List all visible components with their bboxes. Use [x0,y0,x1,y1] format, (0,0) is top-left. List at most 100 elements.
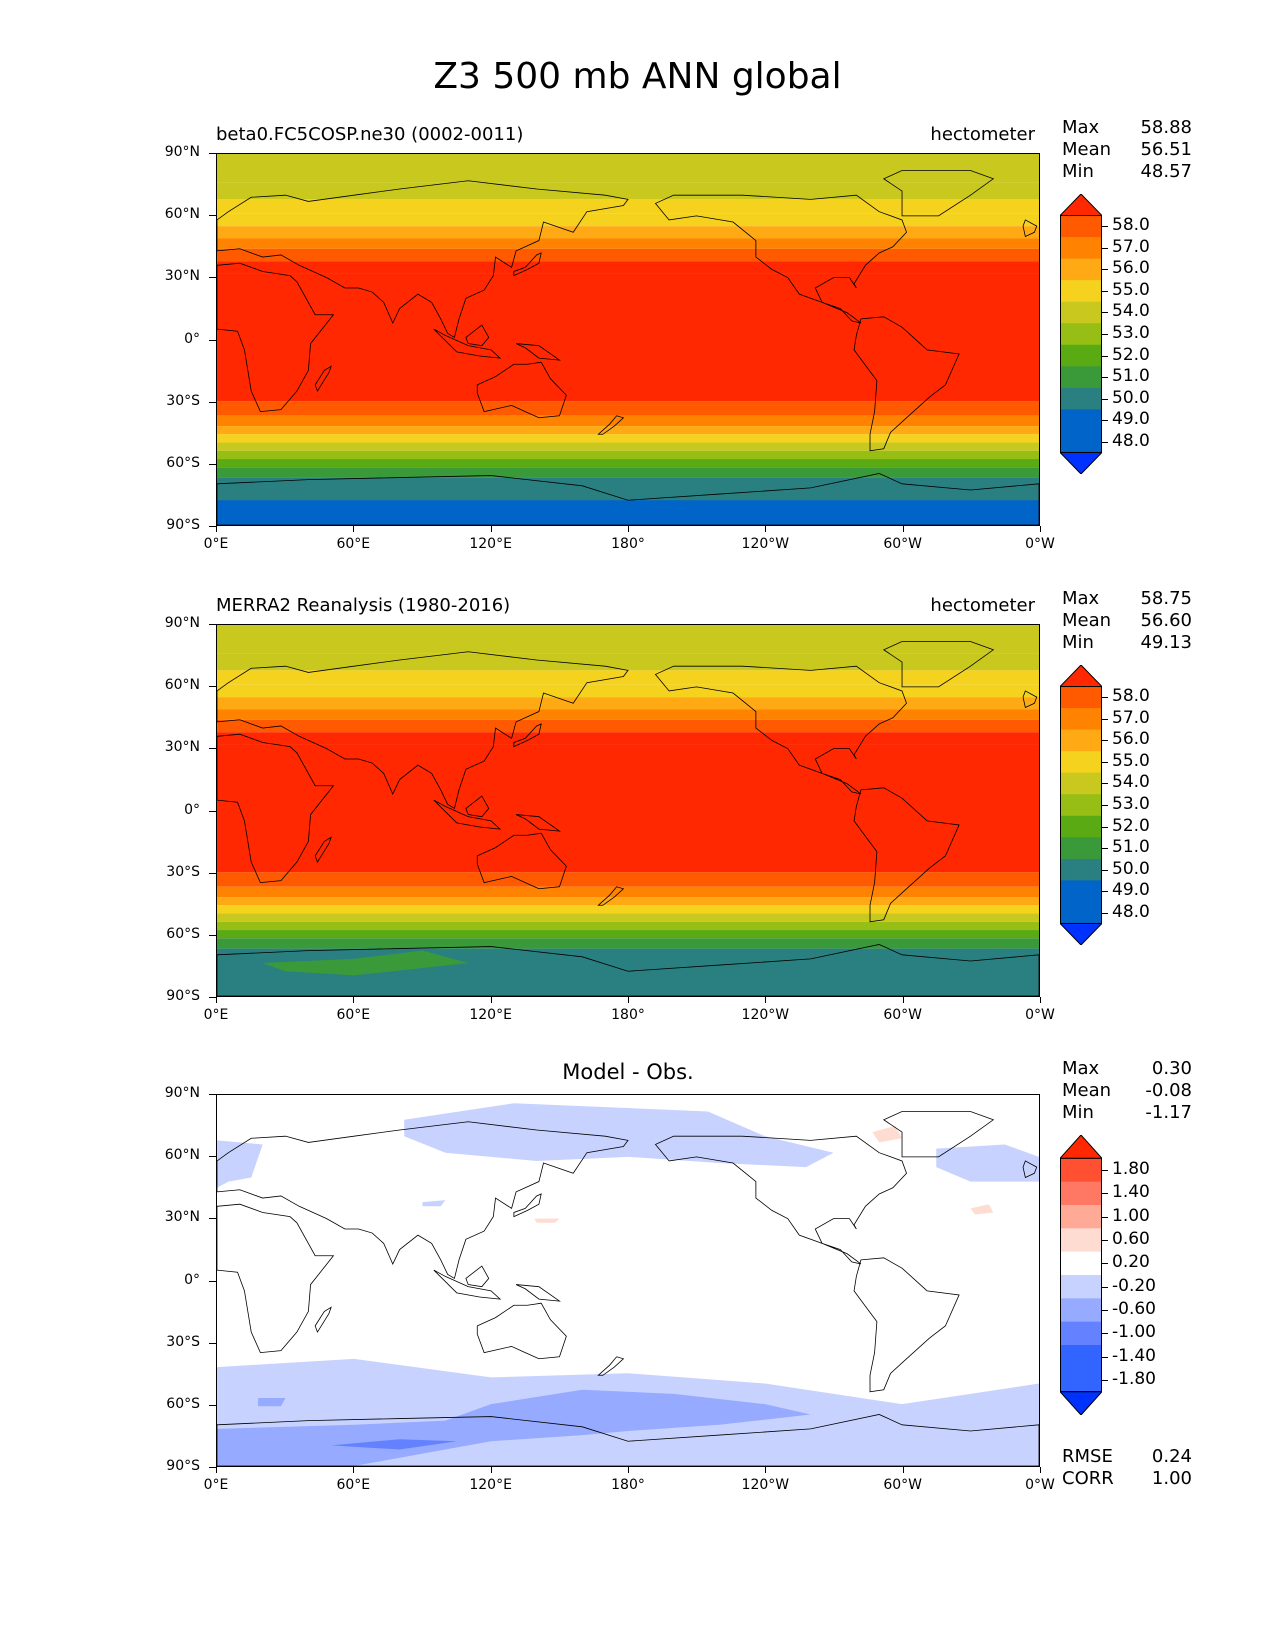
panel-title-obs: MERRA2 Reanalysis (1980-2016) [216,595,511,616]
colorbar-segment [1060,1321,1102,1346]
x-tick-label: 120°E [469,1477,512,1493]
coastline [433,328,502,359]
panel-title-diff: Model - Obs. [562,1060,694,1084]
x-tick-mark [490,997,492,1003]
x-tick-label: 0°E [203,1477,229,1493]
coastline [513,1193,542,1218]
colorbar-tick [1102,1380,1108,1381]
colorbar-label: -1.40 [1112,1345,1156,1366]
x-tick-label: 120°E [469,1007,512,1023]
y-tick-label: 60°S [166,454,200,471]
contour-region [422,1200,446,1207]
stat-min: 49.13 [1140,632,1192,653]
x-tick-mark [765,1467,767,1473]
colorbar-tick [1102,290,1108,292]
stat-max-label: Max [1062,588,1100,609]
coastline [882,170,995,217]
colorbar-tick [1102,740,1108,742]
colorbar-tick [1102,1170,1108,1171]
contour-band [217,930,1039,939]
coastline [217,1121,629,1280]
x-tick-label: 60°E [336,536,371,552]
colorbar-label: 48.0 [1112,430,1150,451]
stat-mean: 56.60 [1140,610,1192,631]
colorbar-segment [1060,837,1102,860]
x-tick-label: 60°W [883,1477,922,1493]
coastline [465,1265,490,1288]
y-tick-label: 0° [184,1271,200,1288]
colorbar-label: -1.00 [1112,1322,1156,1343]
colorbar-label: 49.0 [1112,409,1150,430]
colorbar-segment [1060,258,1102,281]
x-tick-mark [765,997,767,1003]
x-tick-label: 120°W [741,536,790,552]
coastline [853,316,960,452]
colorbar-tick [1102,312,1108,314]
contour-band [217,921,1039,931]
colorbar-label: -1.80 [1112,1369,1156,1389]
colorbar-frame [1060,215,1102,453]
colorbar-tick [1102,1240,1108,1241]
coastline [217,180,629,339]
colorbar-segment [1060,1181,1102,1206]
y-tick-mark [209,401,216,403]
colorbar-segment [1060,387,1102,410]
colorbar-label: 56.0 [1112,258,1150,279]
x-tick-mark [765,526,767,532]
x-tick-label: 0°W [1025,1477,1055,1493]
colorbar-tick [1102,1310,1108,1311]
rmse-value: 0.24 [1151,1446,1192,1467]
colorbar-tick [1102,1356,1108,1358]
colorbar-segment [1060,1158,1102,1183]
x-tick-mark [628,997,629,1003]
y-tick-label: 30°S [166,392,200,409]
colorbar-label: 50.0 [1112,858,1150,879]
y-tick-mark [209,624,216,625]
stat-min: -1.17 [1145,1102,1192,1123]
colorbar-segment [1060,708,1102,731]
map-model-z3 [216,153,1040,526]
colorbar-label: 53.0 [1112,323,1150,343]
colorbar-segment [1060,815,1102,838]
coastline [465,324,490,347]
panel-units: hectometer [930,124,1035,145]
stat-mean: -0.08 [1145,1080,1192,1101]
colorbar-label: 52.0 [1112,815,1150,836]
y-tick-mark [209,748,216,750]
colorbar-label: 57.0 [1112,707,1150,728]
contour-band [217,450,1039,460]
y-tick-label: 60°S [166,925,200,942]
x-tick-mark [902,1467,904,1473]
x-tick-label: 180° [611,536,645,552]
colorbar-svg [1060,665,1102,945]
contour-band [217,248,1039,262]
colorbar-segment [1060,237,1102,260]
y-tick-mark [209,526,216,527]
map-diff-z3 [216,1094,1040,1467]
colorbar-label: 48.0 [1112,901,1150,922]
colorbar-segment [1060,215,1102,238]
coastline [597,415,625,435]
colorbar-tick [1102,226,1108,228]
colorbar-frame [1060,1157,1102,1393]
stat-mean-label: Mean [1062,610,1112,631]
x-tick-label: 0°E [203,1007,229,1023]
contour-band [217,697,1039,710]
y-tick-label: 0° [184,330,200,347]
y-tick-mark [209,215,216,217]
x-tick-mark [216,526,217,532]
coastline [513,252,542,277]
colorbar-tick [1102,912,1108,914]
stat-mean-label: Mean [1062,139,1112,160]
colorbar-tick [1102,334,1108,335]
contour-band [217,709,1039,720]
stat-max: 58.75 [1140,588,1192,609]
coastline [882,641,995,688]
coastline [853,1257,960,1393]
contour-band [217,500,1039,525]
coastline [597,1356,625,1376]
corr-value: 1.00 [1151,1468,1192,1489]
colorbar-label: 49.0 [1112,880,1150,901]
y-tick-mark [209,1280,216,1282]
colorbar-segment [1060,280,1102,303]
